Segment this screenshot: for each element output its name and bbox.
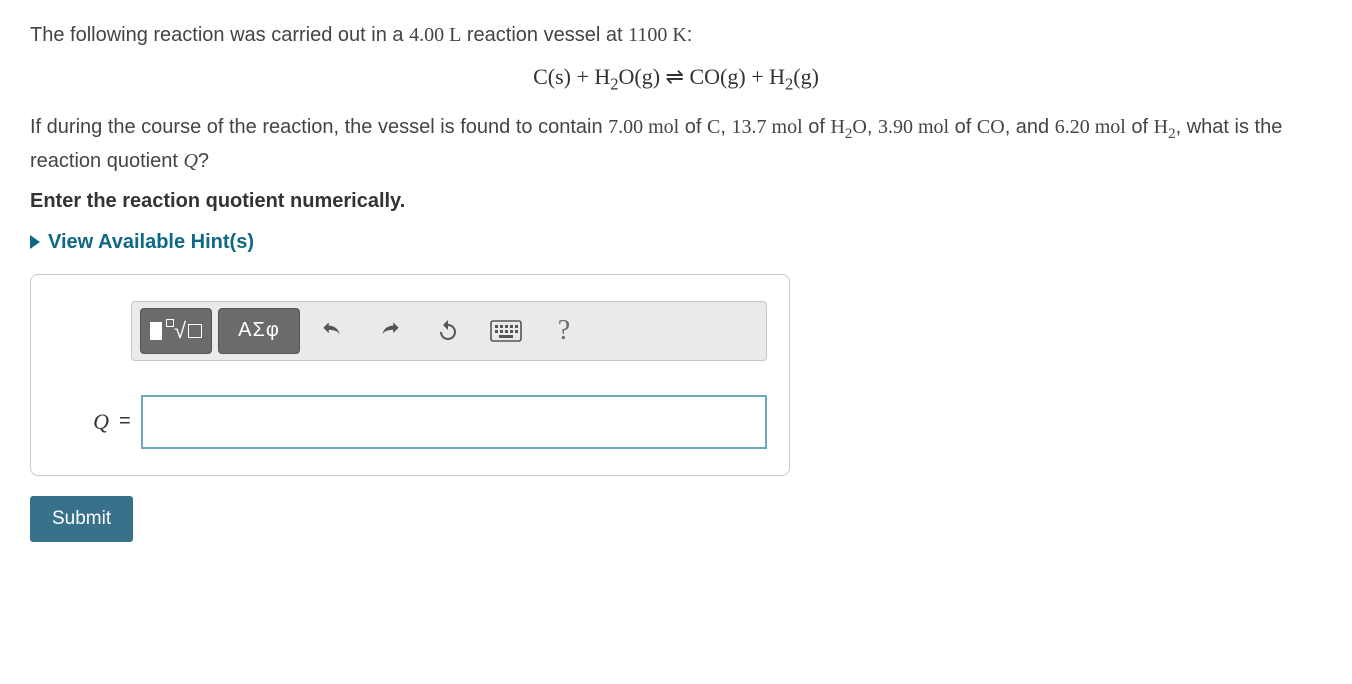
undo-button[interactable] [306, 308, 358, 354]
answer-panel: √ ΑΣφ ? Q = [30, 274, 790, 476]
q-symbol: Q [183, 150, 197, 172]
equation-toolbar: √ ΑΣφ ? [131, 301, 767, 361]
redo-icon [377, 318, 403, 344]
chemical-equation: C(s) + H2O(g) ⇌ CO(g) + H2(g) [30, 64, 1322, 94]
reset-icon [436, 319, 460, 343]
answer-input-row: Q = [53, 395, 767, 449]
mol-h2: 6.20 mol [1055, 116, 1126, 138]
undo-icon [319, 318, 345, 344]
greek-symbols-button[interactable]: ΑΣφ [218, 308, 300, 354]
keyboard-button[interactable] [480, 308, 532, 354]
of-c: of C, [679, 116, 731, 138]
intro-prefix: The following reaction was carried out i… [30, 24, 409, 46]
problem-body: If during the course of the reaction, th… [30, 112, 1322, 176]
submit-label: Submit [52, 508, 111, 529]
of-h2: of H2 [1126, 116, 1176, 138]
reset-button[interactable] [422, 308, 474, 354]
problem-intro: The following reaction was carried out i… [30, 20, 1322, 50]
body-prefix: If during the course of the reaction, th… [30, 116, 608, 138]
equals-sign: = [119, 410, 131, 433]
of-h2o: of H2O, [803, 116, 878, 138]
submit-button[interactable]: Submit [30, 496, 133, 542]
mol-c: 7.00 mol [608, 116, 679, 138]
templates-icon: √ [150, 318, 202, 344]
view-hints-toggle[interactable]: View Available Hint(s) [30, 231, 1322, 254]
of-co: of CO, and [949, 116, 1055, 138]
answer-input[interactable] [141, 395, 767, 449]
keyboard-icon [490, 320, 522, 342]
temperature: 1100 K [628, 24, 687, 46]
mol-h2o: 13.7 mol [732, 116, 803, 138]
hints-label: View Available Hint(s) [48, 231, 254, 254]
redo-button[interactable] [364, 308, 416, 354]
intro-suffix: : [687, 24, 693, 46]
help-button[interactable]: ? [538, 308, 590, 354]
mol-co: 3.90 mol [878, 116, 949, 138]
math-templates-button[interactable]: √ [140, 308, 212, 354]
intro-mid: reaction vessel at [461, 24, 628, 46]
vessel-volume: 4.00 L [409, 24, 461, 46]
answer-variable-label: Q [53, 409, 109, 435]
instruction-text: Enter the reaction quotient numerically. [30, 190, 1322, 213]
help-icon: ? [558, 315, 570, 347]
question-mark: ? [198, 150, 209, 172]
caret-right-icon [30, 235, 40, 249]
greek-label: ΑΣφ [238, 319, 280, 342]
